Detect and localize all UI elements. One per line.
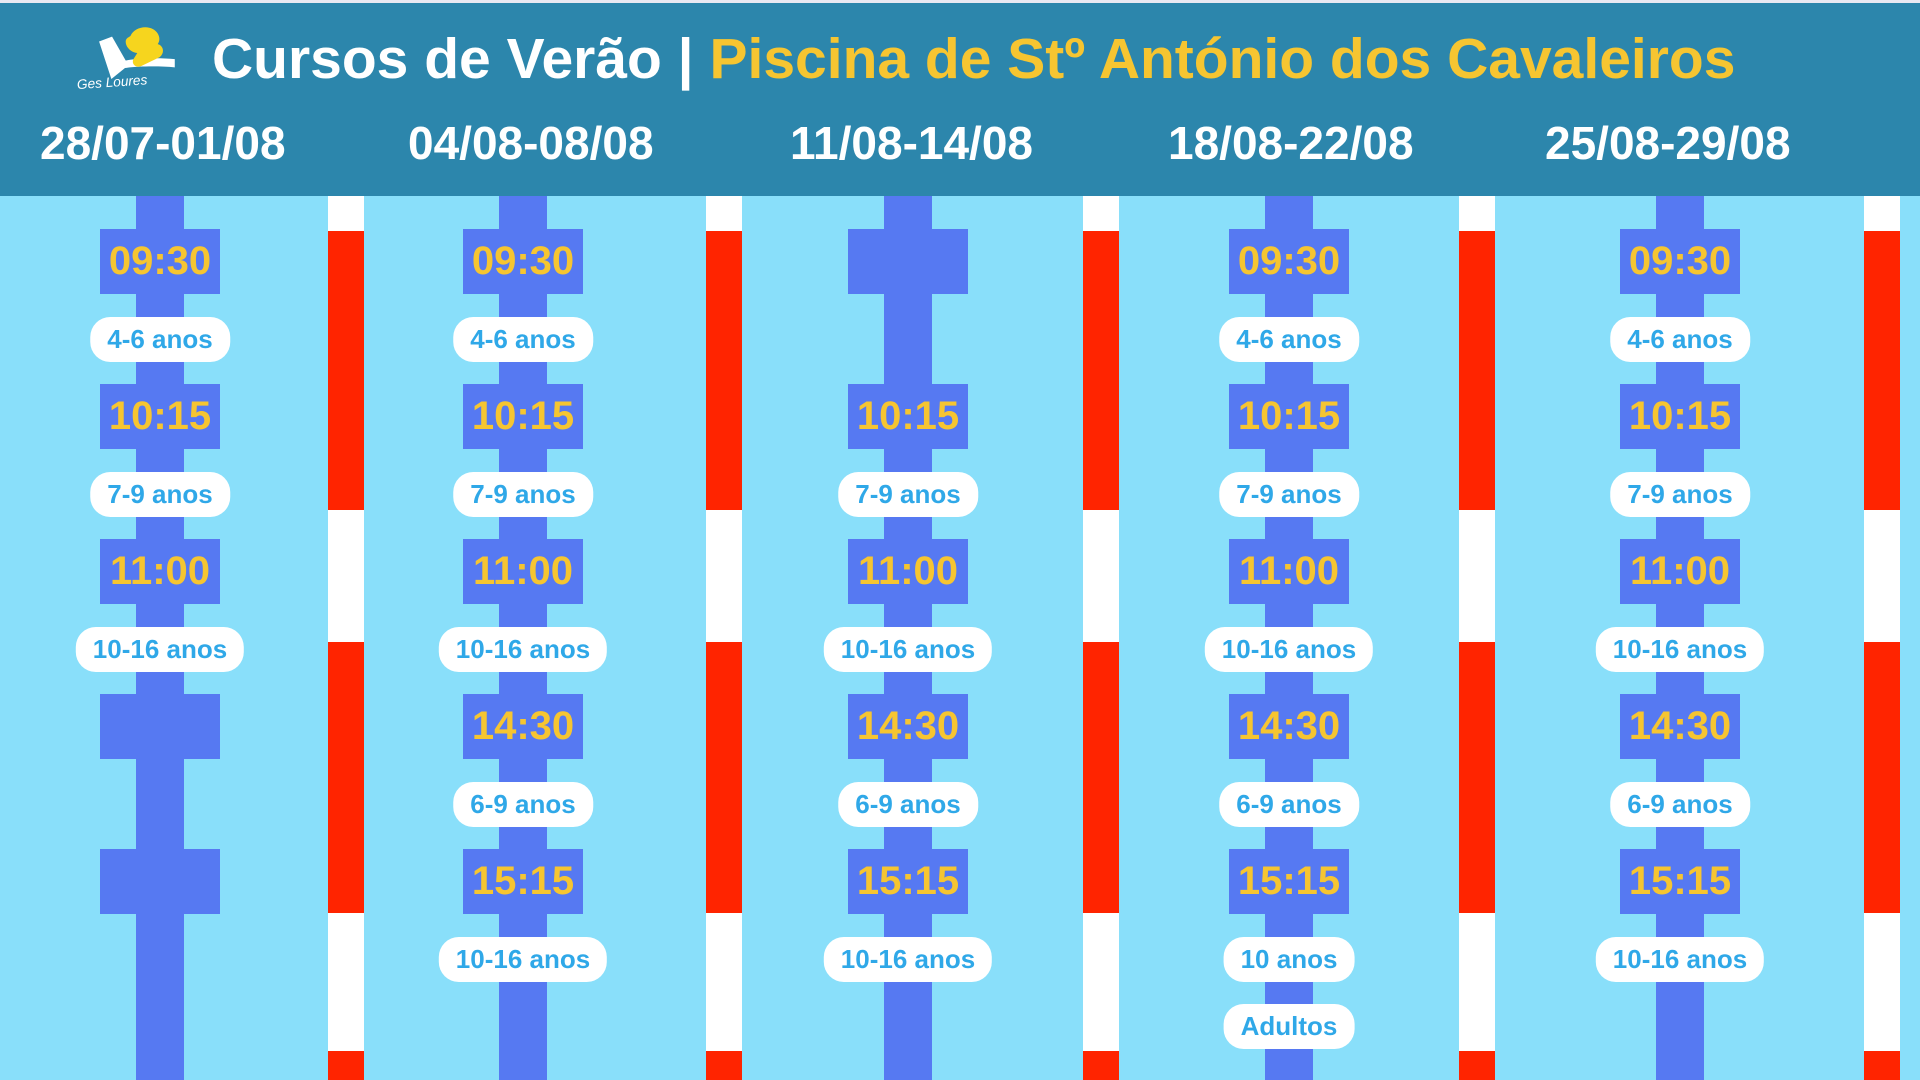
svg-text:Ges Loures: Ges Loures	[76, 72, 147, 92]
